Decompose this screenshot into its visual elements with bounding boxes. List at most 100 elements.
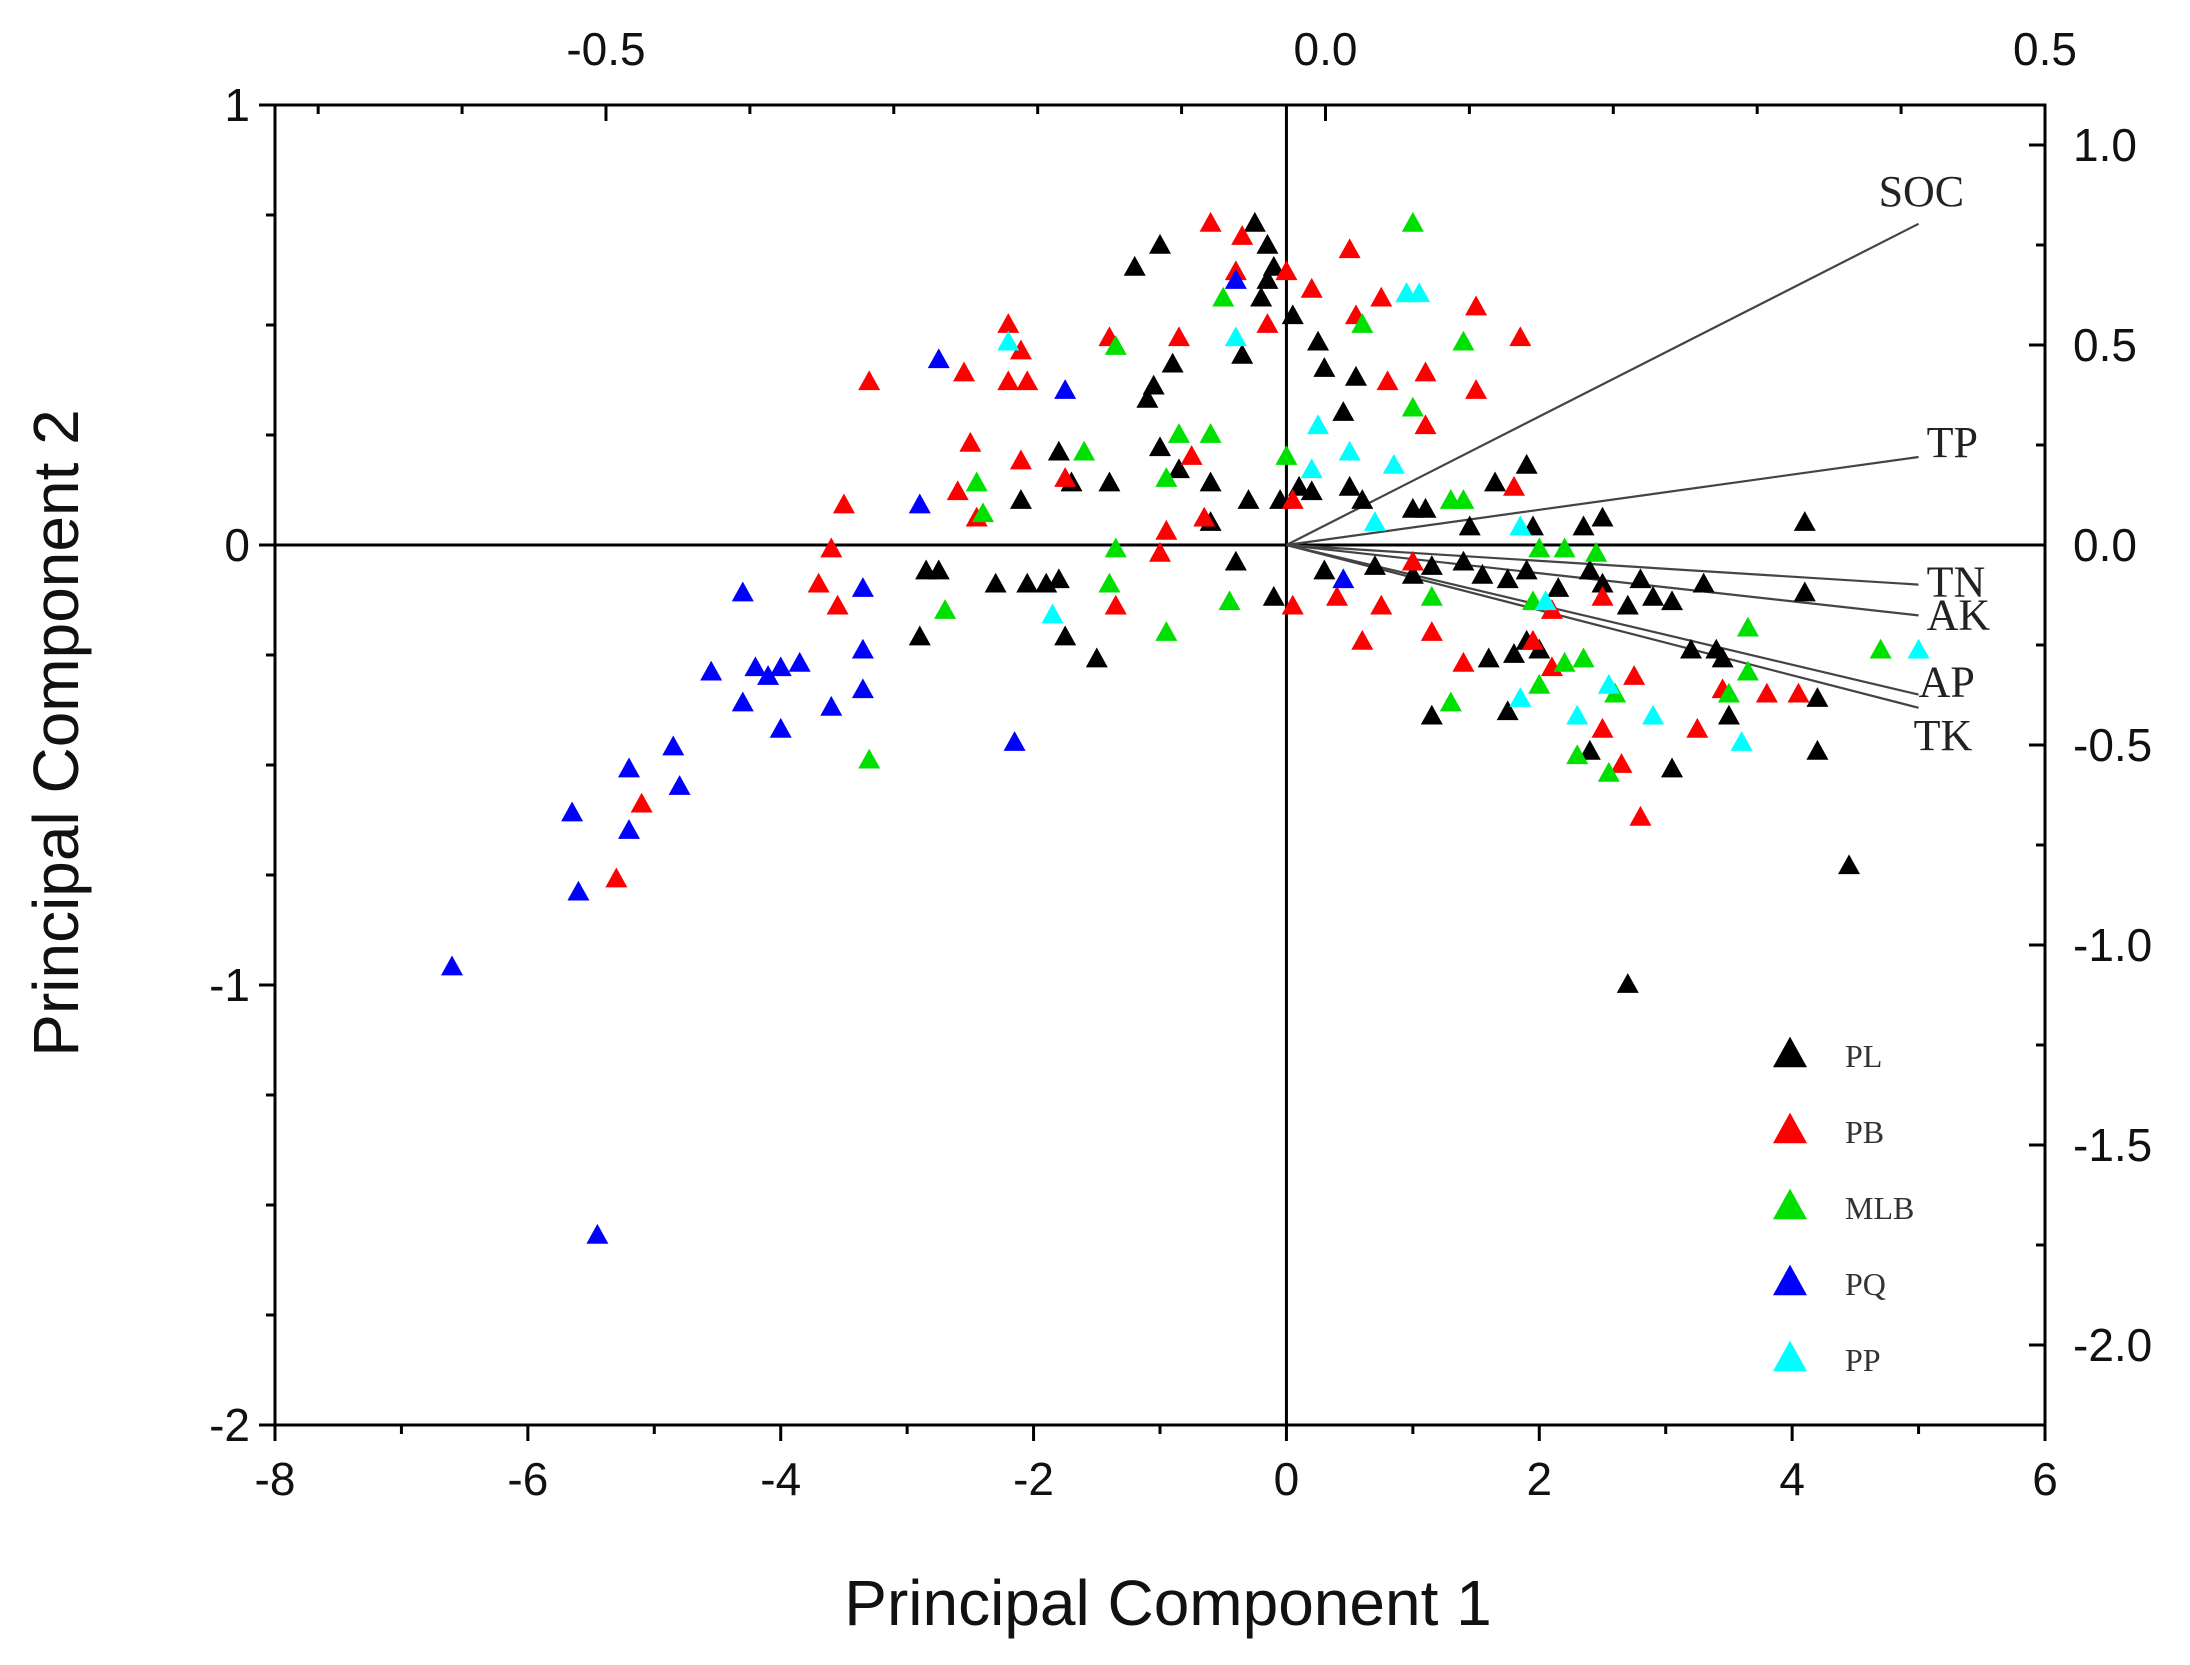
data-point-mlb (1104, 335, 1127, 355)
legend-marker-mlb (1773, 1188, 1807, 1220)
data-point-pl (1136, 387, 1159, 408)
data-point-pq (1332, 568, 1355, 589)
data-point-mlb (1869, 638, 1892, 659)
data-point-pb (1452, 651, 1475, 672)
data-point-pb (1370, 594, 1393, 615)
data-point-pl (1281, 304, 1304, 325)
data-point-pl (1313, 559, 1336, 580)
data-point-pq (851, 577, 874, 597)
data-point-pl (1338, 475, 1361, 496)
data-point-pp (1338, 440, 1361, 461)
data-point-mlb (1351, 313, 1374, 333)
data-point-mlb (1585, 541, 1608, 562)
data-point-pl (1680, 638, 1702, 659)
x-tick-label: 4 (1779, 1453, 1805, 1505)
data-point-pb (1180, 445, 1203, 465)
data-point-pl (1016, 572, 1039, 593)
loading-vector-ap (1286, 543, 1919, 696)
y-tick-label: -2 (209, 1399, 250, 1451)
data-point-pb (1623, 665, 1646, 685)
data-point-pq (668, 775, 691, 795)
data-point-pb (1009, 449, 1032, 470)
axis-ticks: -8 -6 -4 -2 0 2 4 6 -2 -1 0 1 -0.5 0.0 0.5 1.0 0.5 0.0 -0.… (209, 23, 2152, 1505)
data-point-pl (1578, 559, 1601, 580)
data-point-pl (1047, 440, 1070, 461)
data-point-pl (1616, 594, 1639, 615)
data-point-pq (908, 493, 931, 514)
data-point-pl (1496, 568, 1519, 589)
data-point-pq (851, 678, 874, 699)
right-tick-label: -1.0 (2073, 919, 2152, 971)
data-point-mlb (1199, 423, 1222, 443)
plot-border (273, 103, 2047, 1427)
data-point-pp (1566, 704, 1589, 725)
data-point-pb (1414, 414, 1437, 435)
data-point-pl (1047, 568, 1070, 589)
data-point-pl (1547, 577, 1570, 597)
data-point-pl (1300, 480, 1323, 501)
data-point-pl (1237, 489, 1260, 509)
data-point-pp (1642, 704, 1665, 725)
loading-label-ap: AP (1919, 658, 1975, 707)
data-point-pp (1382, 453, 1405, 474)
data-point-pq (567, 880, 590, 901)
data-point-pq (700, 660, 723, 681)
data-point-pb (1370, 286, 1393, 307)
data-point-pl (1307, 330, 1330, 351)
x-tick-label: 2 (1526, 1453, 1552, 1505)
data-point-pp (1363, 511, 1386, 531)
data-point-pb (1414, 361, 1437, 382)
data-point-pl (1806, 739, 1829, 760)
data-point-pl (1123, 255, 1146, 276)
x-tick-label: -8 (255, 1453, 296, 1505)
data-point-pl (1009, 489, 1032, 509)
data-point-mlb (858, 748, 881, 769)
data-point-pb (1326, 585, 1348, 606)
data-point-mlb (1155, 467, 1178, 487)
x-tick-label: -4 (760, 1453, 801, 1505)
data-point-pb (1420, 621, 1443, 641)
top-tick-label: 0.5 (2013, 23, 2077, 75)
series-pp (997, 282, 1930, 751)
data-point-pq (1003, 731, 1026, 751)
data-point-pl (1572, 515, 1595, 536)
data-point-mlb (1167, 423, 1190, 443)
loading-vector-soc (1285, 222, 1920, 546)
data-point-mlb (1452, 330, 1475, 351)
data-point-pb (1167, 326, 1190, 347)
data-point-pp (1509, 687, 1532, 707)
data-point-pb (630, 792, 653, 813)
data-point-pl (1452, 550, 1475, 571)
data-point-pb (997, 313, 1020, 333)
data-point-pq (618, 757, 640, 778)
data-point-pq (662, 735, 685, 756)
loading-vector-tp (1286, 455, 1919, 547)
data-point-pl (984, 572, 1007, 593)
data-point-pb (946, 480, 969, 501)
data-point-mlb (1452, 489, 1475, 509)
data-point-pl (1661, 590, 1684, 611)
legend-marker-pq (1773, 1264, 1807, 1296)
data-point-pq (586, 1223, 609, 1244)
data-point-pl (1717, 704, 1740, 725)
data-point-pp (1509, 515, 1532, 536)
data-point-pl (1363, 555, 1386, 575)
data-point-pb (807, 572, 830, 593)
data-point-pl (1793, 511, 1816, 531)
legend-marker-pp (1773, 1340, 1807, 1372)
data-point-pb (1509, 326, 1532, 347)
data-point-pb (1787, 682, 1810, 703)
right-tick-label: 1.0 (2073, 119, 2137, 171)
data-point-mlb (1218, 590, 1241, 611)
data-point-pq (769, 656, 792, 677)
data-point-pq (769, 717, 792, 738)
data-point-pp (997, 330, 1020, 351)
data-point-mlb (1528, 537, 1551, 558)
data-point-mlb (1073, 440, 1096, 461)
y-tick-label: 1 (224, 79, 250, 131)
data-point-pl (1250, 286, 1273, 307)
data-point-pb (1256, 313, 1279, 333)
data-point-pl (1642, 585, 1665, 606)
legend-marker-pb (1773, 1112, 1807, 1144)
data-point-pp (1730, 731, 1753, 751)
